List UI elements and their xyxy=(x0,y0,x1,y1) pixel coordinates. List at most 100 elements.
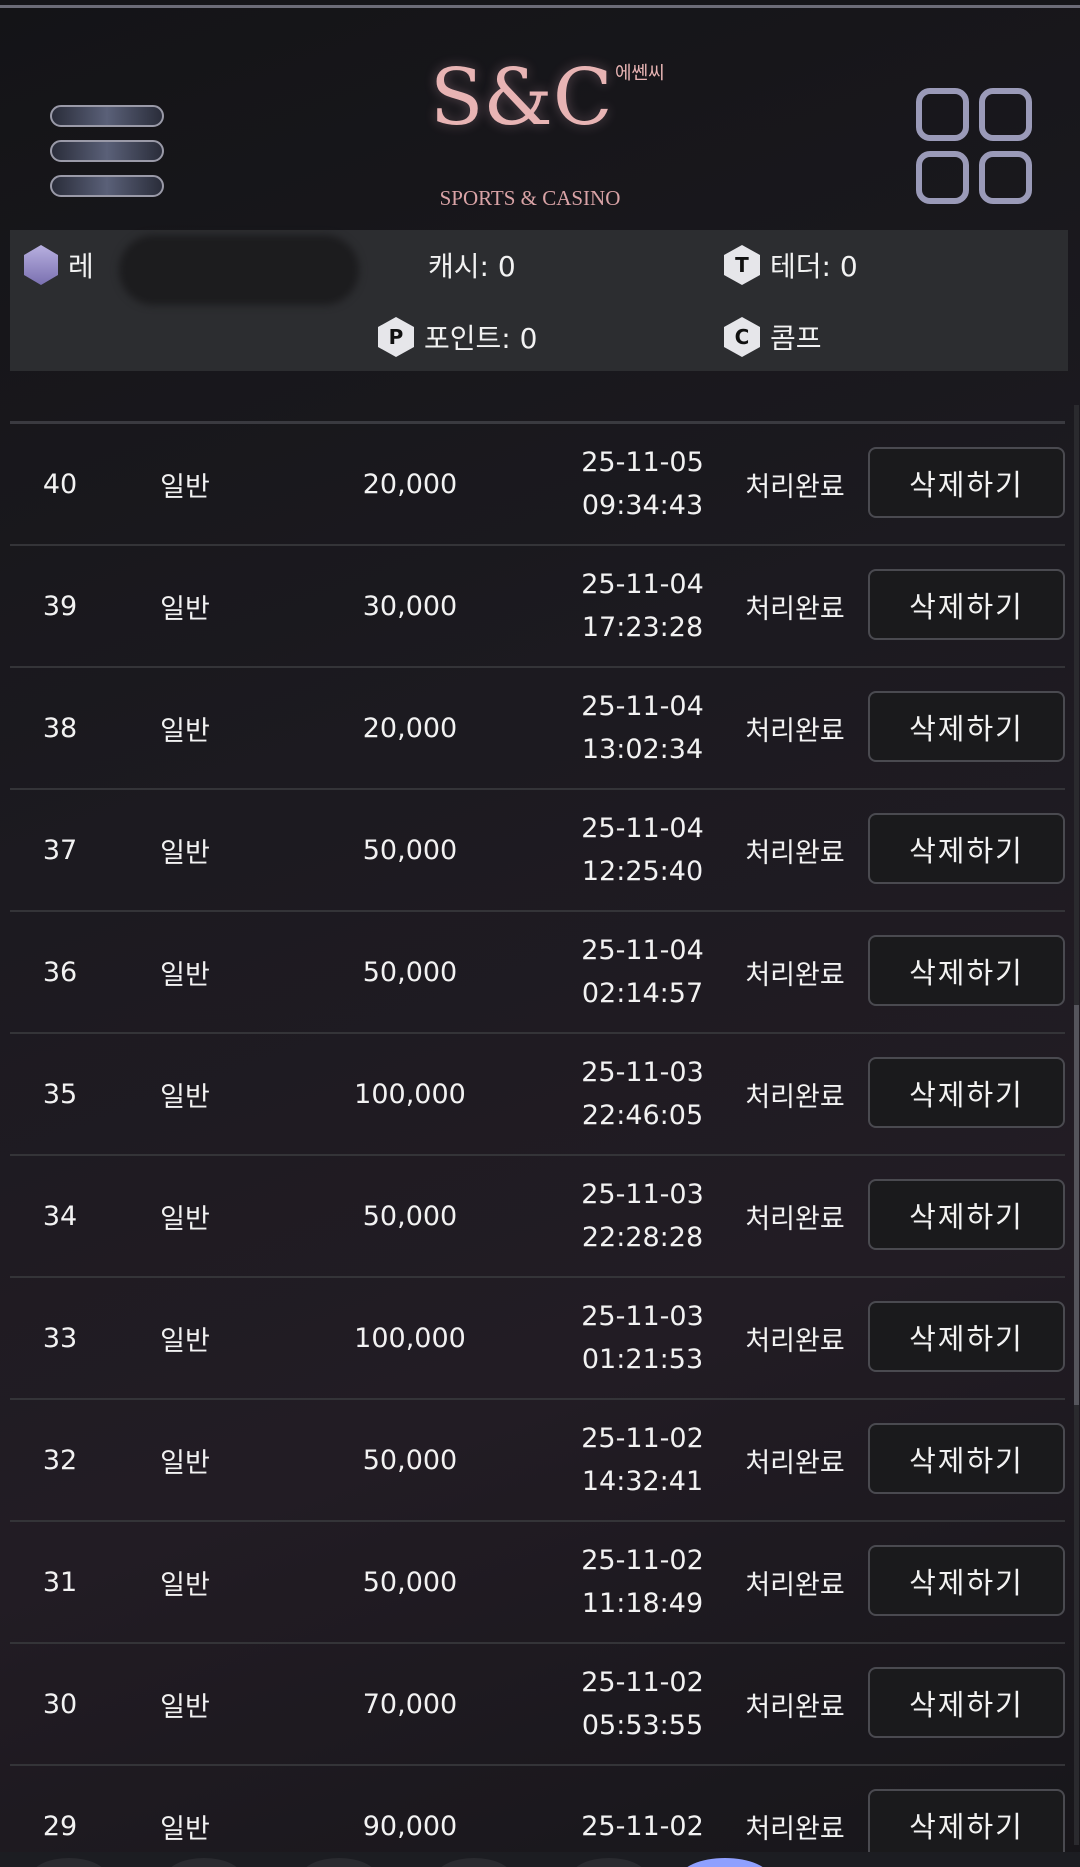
divider xyxy=(10,421,1065,424)
row-status: 처리완료 xyxy=(745,1569,845,1601)
logo-mark: S&C xyxy=(430,53,613,143)
row-type: 일반 xyxy=(160,715,210,747)
logo-korean: 에쎈씨 xyxy=(615,63,665,84)
row-status: 처리완료 xyxy=(745,1325,845,1357)
delete-button[interactable]: 삭제하기 xyxy=(868,1545,1065,1616)
comp-label: 콤프 xyxy=(770,322,822,355)
row-time: 12:25:40 xyxy=(581,856,704,887)
tether-icon: T xyxy=(724,245,760,285)
row-status: 처리완료 xyxy=(745,959,845,991)
row-date: 25-11-05 xyxy=(581,447,704,478)
row-date: 25-11-02 xyxy=(581,1545,704,1576)
scrollbar[interactable] xyxy=(1074,405,1079,1845)
row-date: 25-11-04 xyxy=(581,813,704,844)
delete-button[interactable]: 삭제하기 xyxy=(868,569,1065,640)
row-status: 처리완료 xyxy=(745,1203,845,1235)
row-number: 35 xyxy=(42,1078,78,1110)
menu-icon[interactable] xyxy=(50,105,164,197)
table-row: 39 일반 30,000 25-11-04 17:23:28 처리완료 삭제하기 xyxy=(10,546,1065,668)
bottom-nav xyxy=(0,1852,1080,1867)
row-type: 일반 xyxy=(160,1447,210,1479)
nav-item[interactable] xyxy=(570,1858,648,1867)
row-date: 25-11-04 xyxy=(581,691,704,722)
point-label: 포인트: 0 xyxy=(424,322,538,355)
status-bar-line xyxy=(0,0,1080,8)
row-time: 22:28:28 xyxy=(581,1222,704,1253)
delete-button[interactable]: 삭제하기 xyxy=(868,1301,1065,1372)
delete-button[interactable]: 삭제하기 xyxy=(868,813,1065,884)
tether-label: 테더: 0 xyxy=(770,250,858,283)
row-date: 25-11-04 xyxy=(581,935,704,966)
nav-item[interactable] xyxy=(165,1858,243,1867)
tether-info: T 테더: 0 xyxy=(724,245,858,285)
row-number: 30 xyxy=(42,1688,78,1720)
table-row: 36 일반 50,000 25-11-04 02:14:57 처리완료 삭제하기 xyxy=(10,912,1065,1034)
row-type: 일반 xyxy=(160,1813,210,1845)
point-info: P 포인트: 0 xyxy=(378,317,537,357)
row-amount: 50,000 xyxy=(362,1200,458,1232)
row-datetime: 25-11-03 22:28:28 xyxy=(555,1156,730,1276)
point-icon: P xyxy=(378,317,414,357)
row-date: 25-11-04 xyxy=(581,569,704,600)
nav-item-active[interactable] xyxy=(680,1858,770,1867)
table-row: 32 일반 50,000 25-11-02 14:32:41 처리완료 삭제하기 xyxy=(10,1400,1065,1522)
row-datetime: 25-11-03 22:46:05 xyxy=(555,1034,730,1154)
row-date: 25-11-02 xyxy=(581,1423,704,1454)
row-amount: 100,000 xyxy=(354,1322,466,1354)
row-number: 33 xyxy=(42,1322,78,1354)
row-date: 25-11-02 xyxy=(581,1667,704,1698)
redaction xyxy=(119,235,359,305)
nav-item[interactable] xyxy=(300,1858,378,1867)
delete-button[interactable]: 삭제하기 xyxy=(868,1179,1065,1250)
table-row: 35 일반 100,000 25-11-03 22:46:05 처리완료 삭제하기 xyxy=(10,1034,1065,1156)
row-datetime: 25-11-02 11:18:49 xyxy=(555,1522,730,1642)
row-time: 11:18:49 xyxy=(581,1588,704,1619)
nav-item[interactable] xyxy=(435,1858,513,1867)
table-row: 29 일반 90,000 25-11-02 처리완료 삭제하기 xyxy=(10,1766,1065,1867)
cash-info: 캐시: 0 xyxy=(428,245,516,285)
row-type: 일반 xyxy=(160,471,210,503)
row-date: 25-11-02 xyxy=(581,1810,704,1842)
row-datetime: 25-11-02 14:32:41 xyxy=(555,1400,730,1520)
row-type: 일반 xyxy=(160,1325,210,1357)
delete-button[interactable]: 삭제하기 xyxy=(868,447,1065,518)
delete-button[interactable]: 삭제하기 xyxy=(868,1057,1065,1128)
delete-button[interactable]: 삭제하기 xyxy=(868,1667,1065,1738)
delete-button[interactable]: 삭제하기 xyxy=(868,935,1065,1006)
row-amount: 20,000 xyxy=(362,712,458,744)
apps-grid-icon[interactable] xyxy=(916,88,1032,204)
row-time: 01:21:53 xyxy=(581,1344,704,1375)
row-datetime: 25-11-04 13:02:34 xyxy=(555,668,730,788)
row-time: 17:23:28 xyxy=(581,612,704,643)
row-datetime: 25-11-05 09:34:43 xyxy=(555,424,730,544)
comp-info[interactable]: C 콤프 xyxy=(724,317,822,357)
logo[interactable]: S&C 에쎈씨 SPORTS & CASINO xyxy=(410,33,680,223)
delete-button[interactable]: 삭제하기 xyxy=(868,691,1065,762)
row-type: 일반 xyxy=(160,1691,210,1723)
delete-button[interactable]: 삭제하기 xyxy=(868,1423,1065,1494)
table-row: 34 일반 50,000 25-11-03 22:28:28 처리완료 삭제하기 xyxy=(10,1156,1065,1278)
row-status: 처리완료 xyxy=(745,1813,845,1845)
header: S&C 에쎈씨 SPORTS & CASINO xyxy=(0,8,1080,230)
row-amount: 90,000 xyxy=(362,1810,458,1842)
delete-button[interactable]: 삭제하기 xyxy=(868,1789,1065,1860)
row-date: 25-11-03 xyxy=(581,1179,704,1210)
row-amount: 20,000 xyxy=(362,468,458,500)
nav-item[interactable] xyxy=(30,1858,108,1867)
user-info-panel: 레 캐시: 0 T 테더: 0 P 포인트: 0 C 콤프 xyxy=(10,230,1068,371)
row-number: 34 xyxy=(42,1200,78,1232)
row-type: 일반 xyxy=(160,593,210,625)
row-number: 40 xyxy=(42,468,78,500)
table-row: 40 일반 20,000 25-11-05 09:34:43 처리완료 삭제하기 xyxy=(10,424,1065,546)
row-type: 일반 xyxy=(160,837,210,869)
history-table: 40 일반 20,000 25-11-05 09:34:43 처리완료 삭제하기 3… xyxy=(10,421,1065,1867)
row-number: 38 xyxy=(42,712,78,744)
row-date: 25-11-03 xyxy=(581,1301,704,1332)
row-time: 05:53:55 xyxy=(581,1710,704,1741)
layers-icon xyxy=(24,245,58,285)
table-row: 33 일반 100,000 25-11-03 01:21:53 처리완료 삭제하기 xyxy=(10,1278,1065,1400)
row-time: 14:32:41 xyxy=(581,1466,704,1497)
level-label: 레 xyxy=(68,250,94,283)
row-number: 36 xyxy=(42,956,78,988)
row-amount: 30,000 xyxy=(362,590,458,622)
